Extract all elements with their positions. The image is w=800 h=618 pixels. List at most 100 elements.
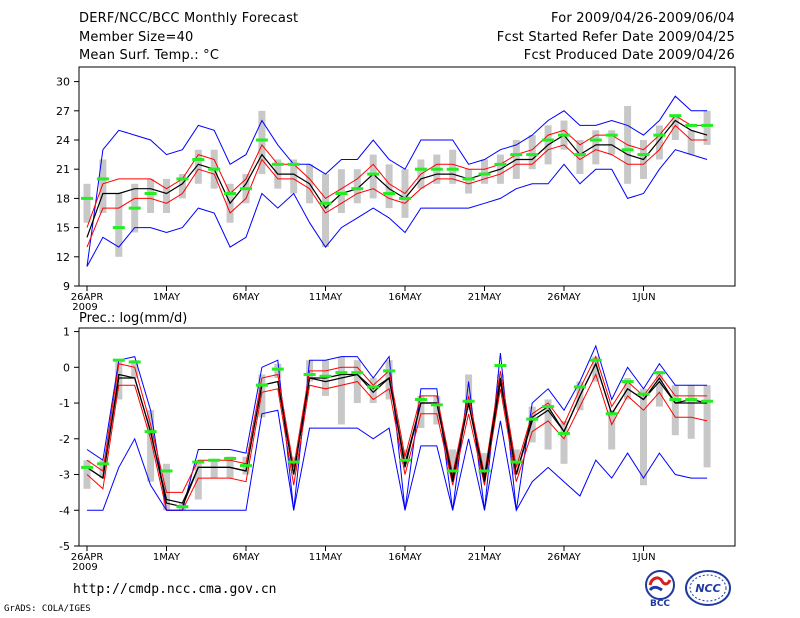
observation-marker [637, 392, 650, 396]
plot-frame [78, 327, 736, 547]
spread-bar [337, 169, 345, 213]
spread-bar [178, 174, 186, 199]
forecast-produced-date: Fcst Produced Date 2009/04/26 [523, 48, 735, 63]
observation-marker [351, 187, 364, 191]
spread-bar [687, 130, 695, 155]
observation-marker [160, 469, 173, 473]
series-max [86, 95, 708, 267]
spread-bar [544, 399, 552, 450]
temperature-variable-label: Mean Surf. Temp.: °C [79, 48, 220, 63]
spread-bar [369, 154, 377, 199]
observation-marker [462, 399, 475, 403]
x-tick-label: 1JUN [631, 292, 655, 303]
observation-marker [510, 153, 523, 157]
observation-marker [287, 162, 300, 166]
observation-marker [430, 403, 443, 407]
x-tick-label: 6MAY [232, 292, 260, 303]
observation-marker [399, 458, 411, 462]
series-median_dark [86, 362, 708, 508]
spread-bar [258, 374, 266, 418]
spread-bar [496, 374, 504, 379]
spread-bar [703, 110, 711, 145]
y-tick-label: 21 [56, 163, 70, 176]
observation-marker [287, 460, 300, 464]
observation-marker [208, 458, 221, 462]
spread-bar [655, 370, 663, 407]
observation-marker [224, 192, 237, 196]
spread-bar [655, 125, 663, 160]
observation-marker [255, 383, 268, 387]
chart-title: DERF/NCC/BCC Monthly Forecast [79, 11, 299, 26]
spread-bar [449, 149, 457, 184]
x-tick-label: 21MAY [468, 292, 502, 303]
observation-marker [685, 123, 698, 127]
x-tick-label: 26MAY [547, 552, 581, 563]
observation-marker [621, 148, 634, 152]
observation-marker [478, 469, 491, 473]
observation-marker [271, 162, 284, 166]
y-tick-label: 18 [56, 192, 70, 205]
observation-marker [319, 201, 332, 205]
observation-marker [542, 138, 555, 142]
spread-bar [465, 169, 473, 194]
bcc-logo-text: BCC [650, 599, 670, 608]
observation-marker [367, 385, 380, 389]
y-tick-label: -4 [59, 504, 70, 517]
observation-marker [701, 123, 714, 127]
x-tick-label: 16MAY [388, 552, 422, 563]
spread-bar [671, 115, 679, 140]
series-lower [86, 373, 708, 511]
observation-marker [446, 469, 459, 473]
source-url[interactable]: http://cmdp.ncc.cma.gov.cn [73, 582, 277, 597]
observation-marker [573, 153, 586, 157]
member-size: Member Size=40 [79, 30, 194, 45]
observation-marker [240, 464, 252, 468]
spread-bar [481, 159, 488, 184]
observation-marker [669, 397, 682, 401]
observation-marker [112, 358, 125, 362]
observation-marker [573, 385, 586, 389]
spread-bar [194, 149, 202, 184]
series-min [86, 149, 708, 267]
observation-marker [621, 380, 634, 384]
x-tick-label: 11MAY [309, 552, 343, 563]
observation-marker [319, 374, 332, 378]
observation-marker [414, 397, 427, 401]
spread-bar [640, 388, 647, 486]
observation-marker [558, 431, 570, 435]
observation-marker [112, 226, 125, 230]
x-tick-label: 21MAY [468, 552, 502, 563]
spread-bar [592, 130, 600, 165]
spread-bar [417, 395, 425, 429]
y-tick-label: -5 [59, 540, 70, 553]
observation-marker [653, 371, 666, 375]
spread-bar [385, 164, 393, 209]
spread-bar [703, 385, 711, 468]
observation-marker [192, 460, 205, 464]
series-lower [86, 124, 708, 248]
observation-marker [335, 192, 348, 196]
spread-bar [337, 356, 345, 425]
observation-marker [144, 430, 157, 434]
precipitation-variable-label: Prec.: log(mm/d) [79, 311, 187, 326]
observation-marker [176, 177, 189, 181]
forecast-start-date: Fcst Started Refer Date 2009/04/25 [496, 30, 735, 45]
spread-bar [449, 449, 457, 471]
bcc-logo: BCC [645, 570, 675, 608]
chart-panel-1: 9 12 15 18 21 24 27 30 26APR 1MAY 6MAY 11MAY 16MAY 21… [56, 66, 736, 313]
observation-marker [367, 172, 380, 176]
observation-marker [255, 138, 268, 142]
observation-marker [128, 360, 141, 364]
observation-marker [494, 364, 507, 368]
observation-marker [605, 412, 618, 416]
grads-credit: GrADS: COLA/IGES [4, 604, 91, 614]
x-tick-label: 1JUN [631, 552, 655, 563]
observation-marker [271, 367, 284, 371]
observation-marker [494, 162, 507, 166]
y-tick-label: 24 [56, 134, 70, 147]
x-tick-label: 1MAY [153, 292, 181, 303]
observation-marker [96, 177, 109, 181]
observation-marker [430, 167, 443, 171]
spread-bar [560, 420, 568, 464]
observation-marker [144, 192, 157, 196]
